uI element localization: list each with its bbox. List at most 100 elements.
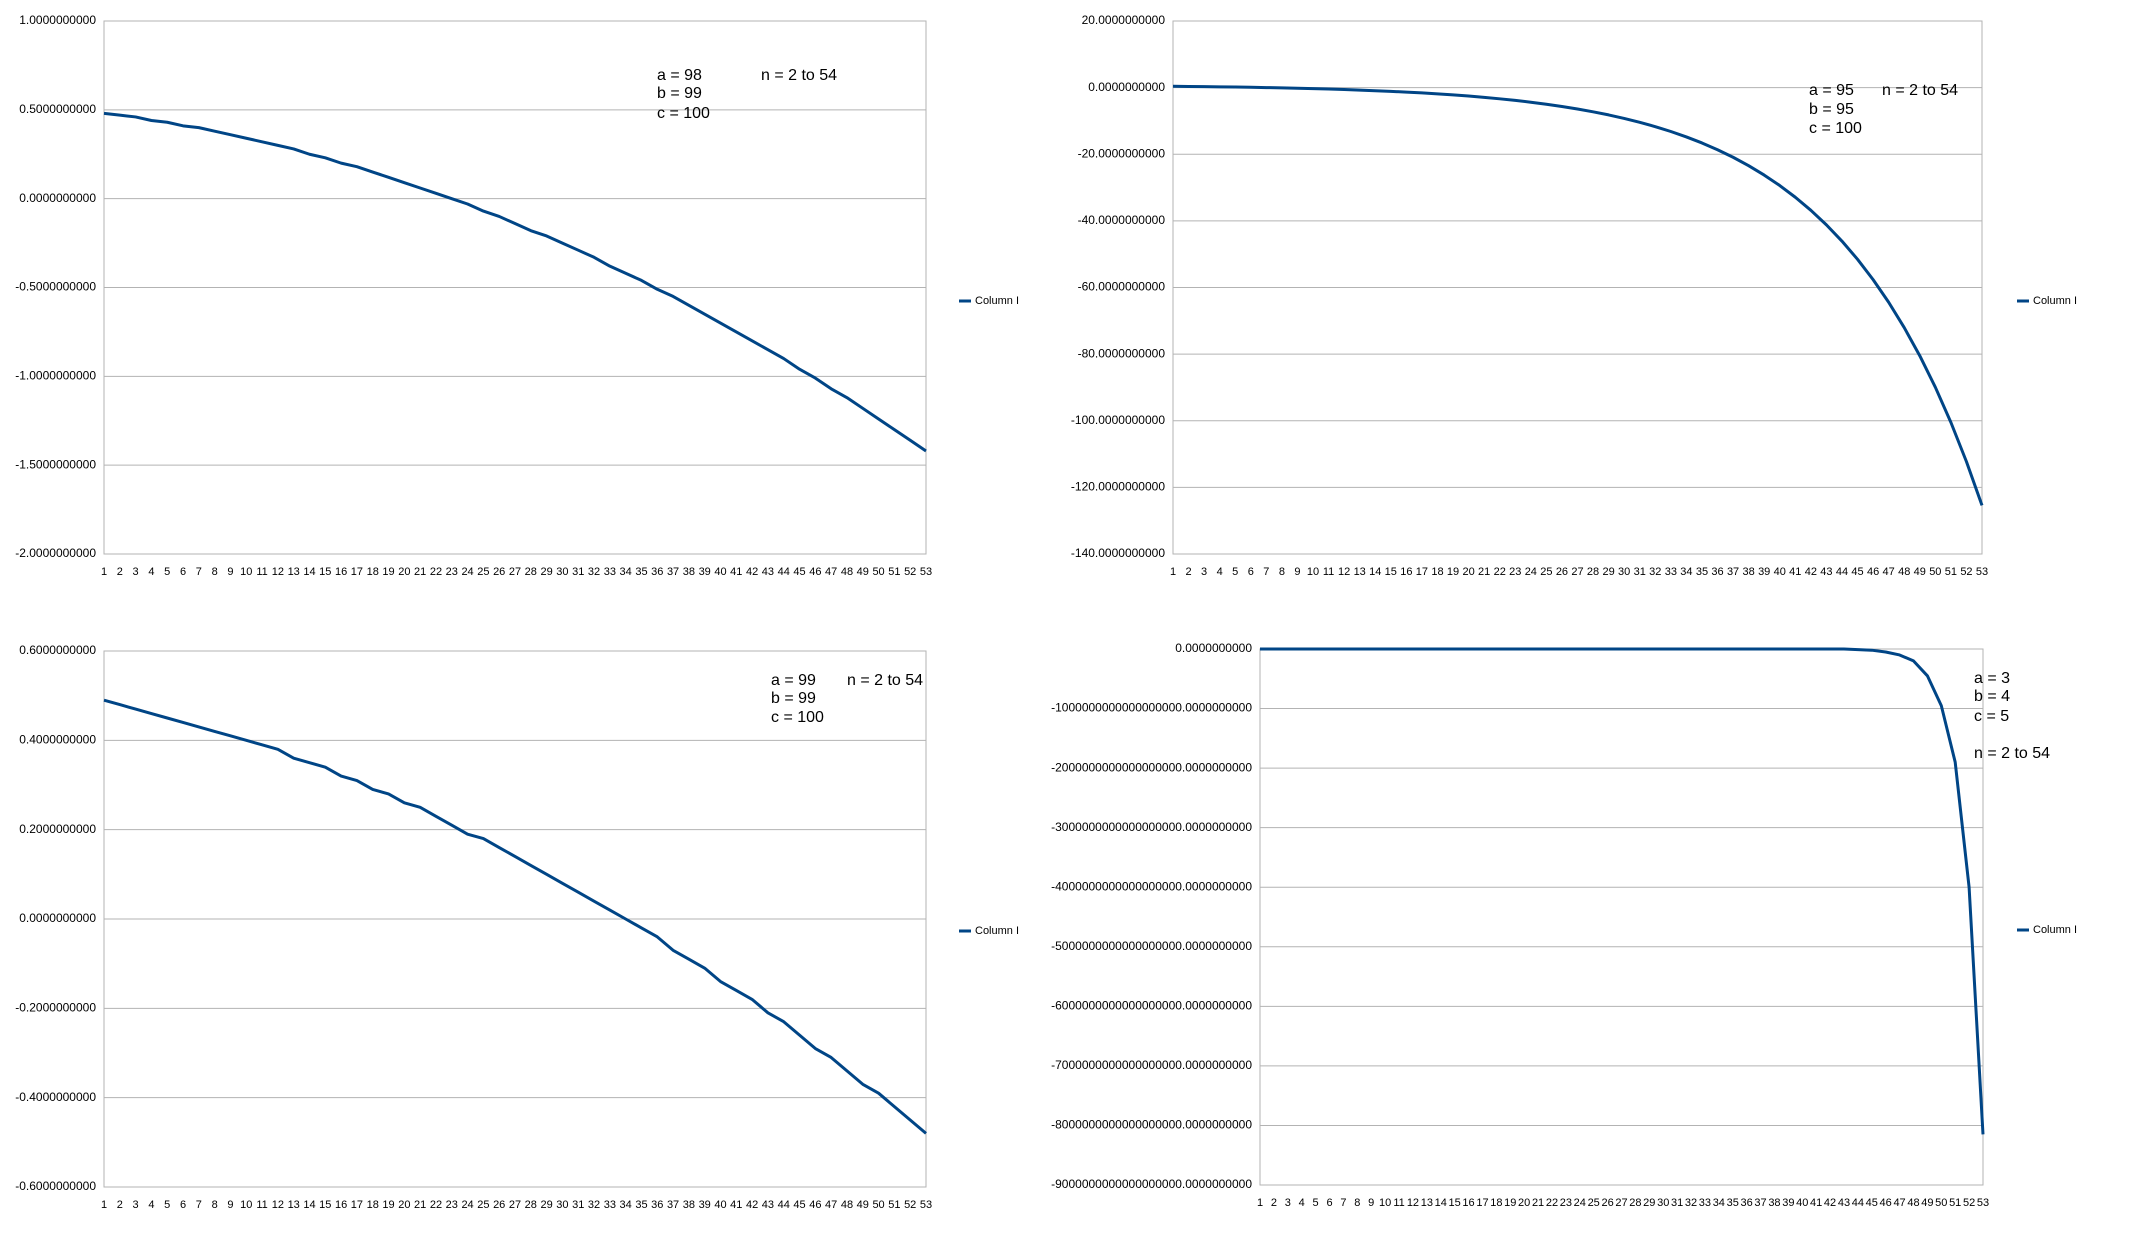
x-tick-label: 20 bbox=[1462, 566, 1474, 578]
x-tick-label: 18 bbox=[1431, 566, 1443, 578]
x-tick-label: 47 bbox=[1883, 566, 1895, 578]
x-tick-label: 46 bbox=[1880, 1197, 1892, 1209]
x-tick-label: 49 bbox=[857, 566, 869, 578]
y-tick-label: -2.0000000000 bbox=[15, 546, 96, 560]
x-tick-label: 28 bbox=[525, 566, 537, 578]
y-tick-label: -20.0000000000 bbox=[1078, 146, 1166, 160]
x-tick-label: 7 bbox=[1340, 1197, 1346, 1209]
x-tick-label: 44 bbox=[778, 1199, 790, 1211]
x-tick-label: 7 bbox=[1263, 566, 1269, 578]
x-tick-label: 9 bbox=[1368, 1197, 1374, 1209]
y-tick-label: 1.0000000000 bbox=[19, 13, 96, 27]
x-tick-label: 41 bbox=[1810, 1197, 1822, 1209]
x-tick-label: 47 bbox=[825, 566, 837, 578]
annotation: b = 99 bbox=[771, 690, 816, 707]
x-tick-label: 37 bbox=[1727, 566, 1739, 578]
annotation: a = 99 bbox=[771, 672, 816, 689]
x-tick-label: 2 bbox=[1185, 566, 1191, 578]
y-tick-label: -1.0000000000 bbox=[15, 369, 96, 383]
x-tick-label: 1 bbox=[1170, 566, 1176, 578]
x-tick-label: 44 bbox=[1836, 566, 1848, 578]
x-tick-label: 36 bbox=[1741, 1197, 1753, 1209]
x-tick-label: 34 bbox=[620, 1199, 632, 1211]
x-tick-label: 19 bbox=[1447, 566, 1459, 578]
x-tick-label: 23 bbox=[1509, 566, 1521, 578]
x-tick-label: 50 bbox=[1929, 566, 1941, 578]
x-tick-label: 25 bbox=[1588, 1197, 1600, 1209]
x-tick-label: 25 bbox=[1540, 566, 1552, 578]
x-tick-label: 36 bbox=[651, 566, 663, 578]
x-tick-label: 37 bbox=[667, 566, 679, 578]
x-tick-label: 25 bbox=[477, 566, 489, 578]
y-tick-label: -3000000000000000000.0000000000 bbox=[1051, 820, 1252, 834]
x-tick-label: 26 bbox=[493, 566, 505, 578]
x-tick-label: 36 bbox=[1711, 566, 1723, 578]
x-tick-label: 1 bbox=[1257, 1197, 1263, 1209]
x-tick-label: 12 bbox=[1407, 1197, 1419, 1209]
x-tick-label: 30 bbox=[556, 1199, 568, 1211]
x-tick-label: 11 bbox=[1393, 1197, 1404, 1209]
x-tick-label: 10 bbox=[1379, 1197, 1391, 1209]
legend-label: Column I bbox=[2033, 295, 2077, 307]
x-tick-label: 43 bbox=[762, 1199, 774, 1211]
plot-area bbox=[1259, 648, 1984, 1186]
x-tick-label: 26 bbox=[493, 1199, 505, 1211]
x-tick-label: 29 bbox=[1643, 1197, 1655, 1209]
y-tick-label: 0.0000000000 bbox=[1175, 641, 1252, 655]
y-tick-label: 0.6000000000 bbox=[19, 643, 96, 657]
x-tick-label: 8 bbox=[212, 566, 218, 578]
y-tick-label: -1.5000000000 bbox=[15, 457, 96, 471]
x-tick-label: 8 bbox=[212, 1199, 218, 1211]
legend-label: Column I bbox=[975, 925, 1019, 937]
y-tick-label: 0.5000000000 bbox=[19, 102, 96, 116]
x-tick-label: 38 bbox=[1743, 566, 1755, 578]
x-tick-label: 42 bbox=[1824, 1197, 1836, 1209]
y-tick-label: -140.0000000000 bbox=[1071, 546, 1165, 560]
x-tick-label: 6 bbox=[180, 566, 186, 578]
x-tick-label: 40 bbox=[1774, 566, 1786, 578]
x-tick-label: 51 bbox=[888, 1199, 900, 1211]
y-tick-label: -40.0000000000 bbox=[1078, 213, 1166, 227]
x-tick-label: 2 bbox=[117, 566, 123, 578]
x-tick-label: 48 bbox=[1898, 566, 1910, 578]
annotation: b = 99 bbox=[657, 85, 702, 102]
x-tick-label: 50 bbox=[1935, 1197, 1947, 1209]
x-tick-label: 21 bbox=[414, 1199, 426, 1211]
x-tick-label: 29 bbox=[1602, 566, 1614, 578]
x-tick-label: 10 bbox=[1307, 566, 1319, 578]
annotation: b = 95 bbox=[1809, 101, 1854, 118]
chart: -0.6000000000 -0.4000000000 -0.2000000000 0… bbox=[15, 643, 1019, 1211]
x-tick-label: 31 bbox=[572, 1199, 584, 1211]
y-tick-label: -6000000000000000000.0000000000 bbox=[1051, 999, 1252, 1013]
x-tick-label: 33 bbox=[604, 566, 616, 578]
annotation: b = 4 bbox=[1974, 688, 2010, 705]
x-tick-label: 9 bbox=[1294, 566, 1300, 578]
x-tick-label: 23 bbox=[1560, 1197, 1572, 1209]
x-tick-label: 24 bbox=[1525, 566, 1537, 578]
x-tick-label: 34 bbox=[1713, 1197, 1725, 1209]
data-line bbox=[1260, 647, 1985, 1135]
x-tick-label: 52 bbox=[1960, 566, 1972, 578]
x-tick-label: 11 bbox=[256, 1199, 267, 1211]
x-tick-label: 15 bbox=[319, 566, 331, 578]
y-tick-label: 0.0000000000 bbox=[19, 191, 96, 205]
x-tick-label: 22 bbox=[1546, 1197, 1558, 1209]
x-tick-label: 17 bbox=[351, 1199, 363, 1211]
x-tick-label: 49 bbox=[1921, 1197, 1933, 1209]
x-tick-label: 33 bbox=[1665, 566, 1677, 578]
x-tick-label: 22 bbox=[430, 566, 442, 578]
legend-label: Column I bbox=[2033, 924, 2077, 936]
x-tick-label: 4 bbox=[1217, 566, 1223, 578]
x-tick-label: 28 bbox=[1587, 566, 1599, 578]
x-tick-label: 13 bbox=[288, 566, 300, 578]
x-tick-label: 30 bbox=[1657, 1197, 1669, 1209]
x-tick-label: 42 bbox=[746, 566, 758, 578]
x-tick-label: 1 bbox=[101, 1199, 107, 1211]
x-tick-label: 17 bbox=[1476, 1197, 1488, 1209]
x-tick-label: 42 bbox=[1805, 566, 1817, 578]
x-tick-label: 23 bbox=[446, 1199, 458, 1211]
x-tick-label: 3 bbox=[133, 566, 139, 578]
x-tick-label: 36 bbox=[651, 1199, 663, 1211]
x-tick-label: 37 bbox=[1754, 1197, 1766, 1209]
y-tick-label: -0.6000000000 bbox=[15, 1179, 96, 1193]
